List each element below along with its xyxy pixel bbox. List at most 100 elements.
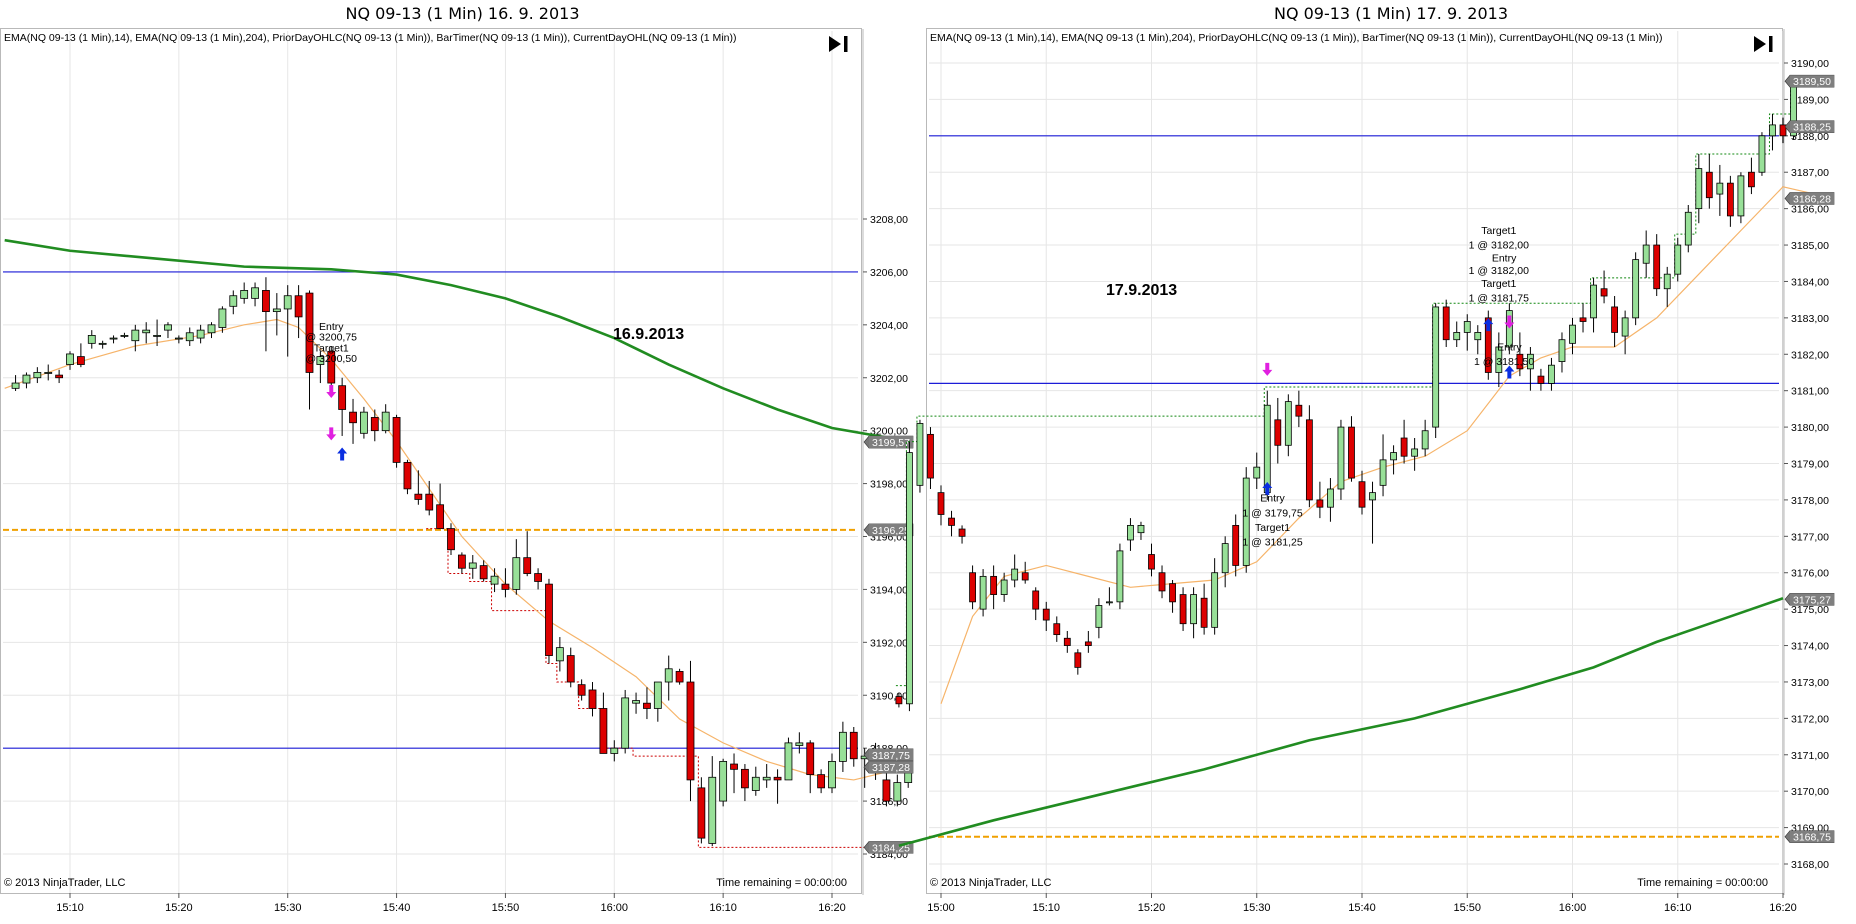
candle (229, 290, 238, 315)
candle-body (1011, 568, 1019, 581)
candle (828, 753, 836, 794)
play-to-end-icon[interactable] (1751, 33, 1775, 55)
candle (1369, 481, 1376, 544)
play-to-end-icon[interactable] (826, 33, 850, 55)
candle-body (1084, 641, 1092, 646)
candle (360, 406, 368, 439)
candle-body (1232, 524, 1240, 566)
candle-body (893, 782, 902, 802)
candle-body (1095, 605, 1103, 628)
candle (457, 552, 466, 574)
candle (479, 560, 488, 582)
candle (1390, 445, 1397, 475)
candle (1348, 416, 1355, 482)
candle-body (1705, 171, 1713, 199)
candlestick-chart[interactable]: 3208,00 3206,00 3204,00 3202,00 3200,00 3198,… (1, 29, 926, 924)
candle-body (927, 433, 934, 479)
candle (414, 470, 423, 505)
trade-annotation: 1 @ 3181,50 (1474, 356, 1534, 368)
candle-body (1432, 306, 1440, 428)
trade-annotation: Target1 (314, 342, 349, 354)
candle (1253, 452, 1261, 489)
candle (1463, 314, 1471, 351)
trade-annotation: @ 3200,50 (305, 353, 357, 365)
chart-panel-right: NQ 09-13 (1 Min) 17. 9. 2013 3190,00 3189… (895, 0, 1856, 923)
candle (1358, 470, 1366, 515)
candle-body (1390, 452, 1397, 461)
candle (773, 769, 782, 804)
candle (185, 327, 194, 346)
candle (131, 324, 140, 352)
candle-body (1032, 590, 1040, 610)
candle-body (643, 702, 651, 709)
candle (1379, 434, 1387, 497)
exit-arrow-icon (326, 384, 337, 398)
candle (305, 290, 314, 410)
candle (109, 335, 118, 344)
candle (588, 682, 597, 717)
candle (1105, 587, 1113, 606)
candle (218, 306, 227, 333)
candle-body (44, 372, 53, 374)
candle-body (512, 557, 521, 590)
candle (1127, 518, 1134, 551)
candle-body (98, 342, 107, 345)
candle-body (349, 411, 357, 424)
candle-body (1748, 171, 1755, 188)
candle-body (1074, 652, 1082, 668)
candle-body (251, 287, 259, 299)
trade-annotation: Target1 (1481, 225, 1516, 237)
candle (1411, 438, 1419, 471)
candle-body (806, 742, 815, 776)
candle-body (1200, 597, 1208, 628)
plot-area[interactable]: 3208,00 3206,00 3204,00 3202,00 3200,00 3198,… (0, 28, 914, 914)
candle-body (22, 374, 31, 384)
candlestick-chart[interactable]: 3190,00 3189,00 3188,00 3187,00 3186,00 3185,… (895, 29, 1856, 924)
price-flag-label: 3189,50 (1793, 76, 1831, 88)
price-flag-label: 3186,28 (1793, 193, 1831, 205)
candle-body (33, 372, 42, 379)
candle-body (316, 356, 325, 365)
plot-area[interactable]: 3190,00 3189,00 3188,00 3187,00 3186,00 3185,… (895, 28, 1835, 914)
candle-body (751, 776, 760, 791)
candle-body (741, 768, 749, 789)
candle-body (1653, 244, 1661, 290)
y-tick-label: 3180,00 (1791, 422, 1829, 434)
y-tick-label: 3173,00 (1791, 677, 1829, 689)
candle (251, 282, 259, 307)
candle (1190, 587, 1198, 639)
y-tick-label: 3179,00 (1791, 459, 1829, 471)
candle-body (632, 700, 640, 704)
candle-body (838, 731, 847, 762)
x-tick-label: 15:00 (927, 902, 955, 914)
candle-body (1316, 499, 1324, 508)
candle-body (1221, 543, 1229, 574)
candle (751, 766, 760, 796)
candle (621, 689, 630, 754)
candle (1011, 554, 1019, 588)
price-flag-label: 3199,57 (872, 437, 910, 449)
candle (1148, 543, 1155, 577)
candle (1000, 572, 1008, 602)
candle-body (895, 696, 903, 705)
candle (882, 769, 891, 807)
price-flag: 3188,25 (1784, 120, 1835, 134)
candle-body (555, 647, 564, 662)
candle-body (1632, 259, 1640, 319)
candle (806, 740, 815, 794)
x-tick-label: 15:20 (1138, 902, 1166, 914)
candle (555, 637, 564, 672)
trade-annotation: Target1 (1481, 278, 1516, 290)
candle-body (849, 731, 858, 760)
candle (1716, 164, 1724, 216)
y-tick-label: 3181,00 (1791, 386, 1829, 398)
candle (1063, 630, 1071, 653)
price-flag-bg (869, 523, 913, 536)
candle (916, 419, 924, 493)
candle (1621, 310, 1629, 355)
candle (1705, 154, 1713, 209)
candle (196, 324, 205, 344)
y-axis: 3208,00 3206,00 3204,00 3202,00 3200,00 3198,… (862, 29, 908, 895)
candle-body (370, 417, 379, 432)
candle-body (1063, 637, 1071, 646)
